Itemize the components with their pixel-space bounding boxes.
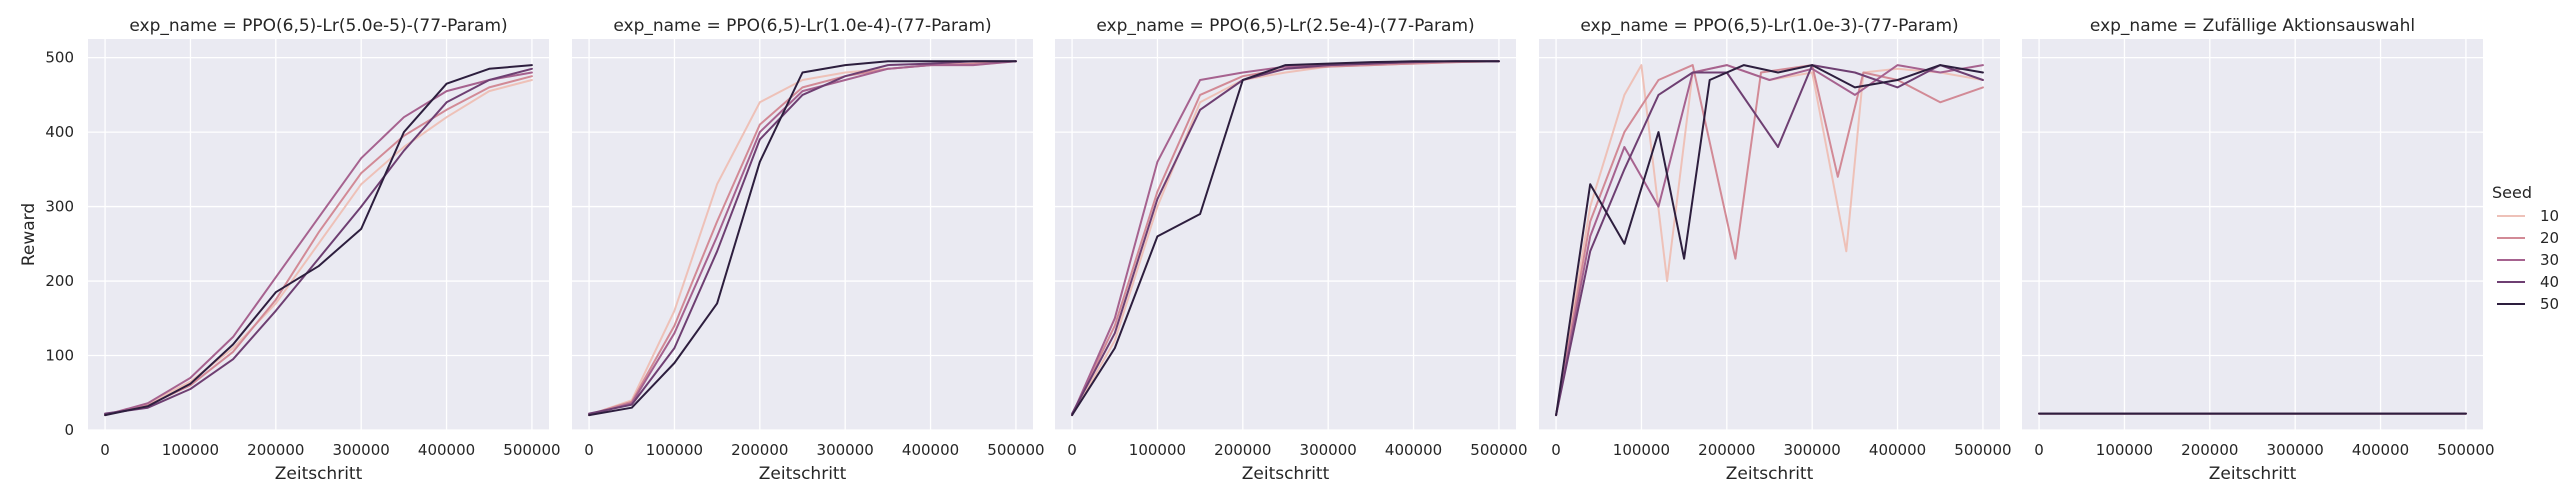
x-tick-label: 400000 xyxy=(902,441,959,459)
panel-title: exp_name = PPO(6,5)-Lr(1.0e-3)-(77-Param… xyxy=(1580,16,1958,36)
facet-panel-2: exp_name = PPO(6,5)-Lr(1.0e-4)-(77-Param… xyxy=(572,16,1045,484)
legend-label-seed-30: 30 xyxy=(2540,251,2559,269)
x-axis-label: Zeitschritt xyxy=(1242,464,1330,484)
x-tick-label: 200000 xyxy=(247,441,304,459)
x-tick-label: 400000 xyxy=(2352,441,2409,459)
plot-area xyxy=(1055,39,1516,430)
panel-title: exp_name = Zufällige Aktionsauswahl xyxy=(2090,16,2415,36)
plot-area xyxy=(88,39,549,430)
x-tick-label: 100000 xyxy=(1613,441,1670,459)
legend-title: Seed xyxy=(2492,183,2532,202)
series-line-seed-50 xyxy=(1555,64,1984,417)
x-tick-label: 200000 xyxy=(1698,441,1755,459)
x-tick-label: 0 xyxy=(100,441,110,459)
x-tick-label: 500000 xyxy=(1954,441,2011,459)
x-tick-label: 300000 xyxy=(817,441,874,459)
x-tick-label: 0 xyxy=(1551,441,1561,459)
y-tick-label: 500 xyxy=(45,49,74,67)
panel-title: exp_name = PPO(6,5)-Lr(2.5e-4)-(77-Param… xyxy=(1096,16,1474,36)
y-tick-label: 300 xyxy=(45,198,74,216)
legend-label-seed-40: 40 xyxy=(2540,273,2559,291)
facet-panel-3: exp_name = PPO(6,5)-Lr(2.5e-4)-(77-Param… xyxy=(1055,16,1528,484)
series-line-seed-40 xyxy=(104,67,533,415)
series-line-seed-50 xyxy=(104,64,533,417)
panel-title: exp_name = PPO(6,5)-Lr(1.0e-4)-(77-Param… xyxy=(613,16,991,36)
x-tick-label: 300000 xyxy=(1784,441,1841,459)
legend: Seed 10 20 30 40 50 xyxy=(2492,183,2559,313)
plot-area xyxy=(572,39,1033,430)
x-tick-label: 200000 xyxy=(1214,441,1271,459)
facet-panel-1: exp_name = PPO(6,5)-Lr(5.0e-5)-(77-Param… xyxy=(19,16,561,484)
x-axis-label: Zeitschritt xyxy=(2209,464,2297,484)
x-tick-label: 100000 xyxy=(646,441,703,459)
x-tick-label: 0 xyxy=(1067,441,1077,459)
y-tick-label: 200 xyxy=(45,272,74,290)
y-tick-label: 0 xyxy=(64,421,74,439)
x-tick-label: 0 xyxy=(2034,441,2044,459)
x-tick-label: 500000 xyxy=(987,441,1044,459)
legend-label-seed-10: 10 xyxy=(2540,207,2559,225)
y-tick-label: 100 xyxy=(45,347,74,365)
x-tick-label: 400000 xyxy=(1385,441,1442,459)
x-tick-label: 500000 xyxy=(2437,441,2494,459)
facet-panel-5: exp_name = Zufällige Aktionsauswahl 0 1000… xyxy=(2022,16,2495,484)
series-line-seed-50 xyxy=(588,60,1017,417)
x-tick-label: 0 xyxy=(584,441,594,459)
series-line-seed-30 xyxy=(588,60,1017,417)
legend-label-seed-50: 50 xyxy=(2540,295,2559,313)
series-line-seed-40 xyxy=(588,60,1017,415)
series-line-seed-50 xyxy=(1071,60,1500,417)
x-tick-label: 400000 xyxy=(1869,441,1926,459)
x-tick-label: 200000 xyxy=(2181,441,2238,459)
series-line-seed-30 xyxy=(1555,64,1984,417)
series-line-seed-10 xyxy=(104,79,533,417)
panel-title: exp_name = PPO(6,5)-Lr(5.0e-5)-(77-Param… xyxy=(129,16,507,36)
panels: exp_name = PPO(6,5)-Lr(5.0e-5)-(77-Param… xyxy=(19,16,2495,484)
x-tick-label: 300000 xyxy=(333,441,390,459)
x-tick-label: 200000 xyxy=(731,441,788,459)
facet-panel-4: exp_name = PPO(6,5)-Lr(1.0e-3)-(77-Param… xyxy=(1539,16,2012,484)
x-tick-label: 400000 xyxy=(418,441,475,459)
x-tick-label: 300000 xyxy=(1300,441,1357,459)
x-axis-label: Zeitschritt xyxy=(275,464,363,484)
x-tick-label: 100000 xyxy=(162,441,219,459)
x-tick-label: 300000 xyxy=(2267,441,2324,459)
x-tick-label: 100000 xyxy=(2096,441,2153,459)
x-tick-label: 500000 xyxy=(1470,441,1527,459)
x-axis-label: Zeitschritt xyxy=(759,464,847,484)
series-line-seed-40 xyxy=(1555,64,1984,417)
plot-area xyxy=(1539,39,2000,430)
legend-label-seed-20: 20 xyxy=(2540,229,2559,247)
x-tick-label: 100000 xyxy=(1129,441,1186,459)
y-tick-label: 400 xyxy=(45,123,74,141)
x-tick-label: 500000 xyxy=(503,441,560,459)
series-line-seed-30 xyxy=(104,71,533,417)
legend-entries: 10 20 30 40 50 xyxy=(2497,207,2559,313)
x-axis-label: Zeitschritt xyxy=(1726,464,1814,484)
plot-area xyxy=(2022,39,2483,430)
y-axis-label: Reward xyxy=(19,203,39,266)
